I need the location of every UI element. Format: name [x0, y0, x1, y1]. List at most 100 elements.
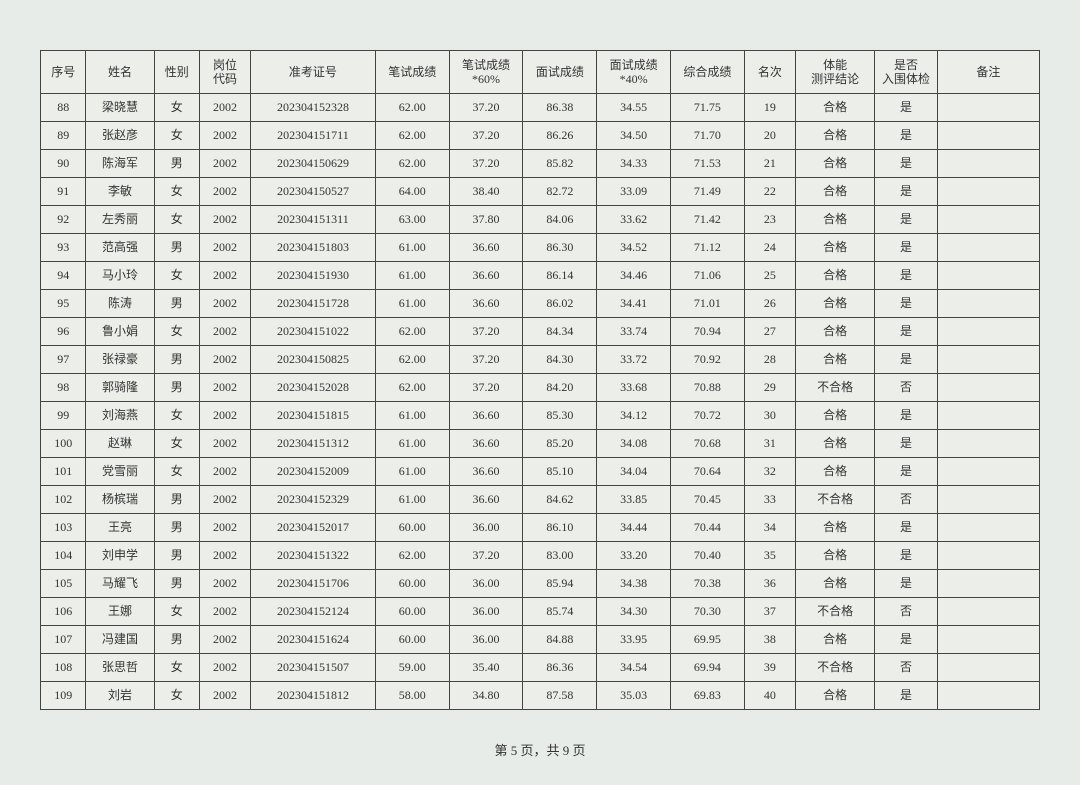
- cell-is: 86.10: [523, 514, 597, 542]
- cell-rank: 40: [744, 682, 795, 710]
- cell-ws: 61.00: [375, 262, 449, 290]
- cell-sex: 女: [154, 654, 199, 682]
- cell-phys: 合格: [795, 94, 874, 122]
- cell-remark: [937, 206, 1039, 234]
- cell-phys: 合格: [795, 682, 874, 710]
- cell-is: 85.30: [523, 402, 597, 430]
- cell-enter: 是: [875, 458, 937, 486]
- cell-exam: 202304151312: [251, 430, 376, 458]
- cell-rank: 32: [744, 458, 795, 486]
- table-row: 104刘申学男200220230415132262.0037.2083.0033…: [41, 542, 1040, 570]
- table-row: 108张思哲女200220230415150759.0035.4086.3634…: [41, 654, 1040, 682]
- cell-seq: 90: [41, 150, 86, 178]
- cell-enter: 是: [875, 542, 937, 570]
- cell-name: 马耀飞: [86, 570, 154, 598]
- cell-tot: 71.42: [671, 206, 745, 234]
- table-row: 107冯建国男200220230415162460.0036.0084.8833…: [41, 626, 1040, 654]
- cell-tot: 70.72: [671, 402, 745, 430]
- cell-ws60: 36.00: [449, 514, 523, 542]
- cell-phys: 合格: [795, 178, 874, 206]
- cell-phys: 合格: [795, 570, 874, 598]
- cell-is40: 34.12: [597, 402, 671, 430]
- cell-rank: 35: [744, 542, 795, 570]
- cell-ws60: 36.60: [449, 402, 523, 430]
- cell-sex: 女: [154, 178, 199, 206]
- table-row: 103王亮男200220230415201760.0036.0086.1034.…: [41, 514, 1040, 542]
- cell-is40: 34.55: [597, 94, 671, 122]
- cell-phys: 合格: [795, 290, 874, 318]
- cell-sex: 男: [154, 150, 199, 178]
- cell-ws60: 37.20: [449, 122, 523, 150]
- cell-sex: 女: [154, 206, 199, 234]
- cell-tot: 70.92: [671, 346, 745, 374]
- cell-remark: [937, 654, 1039, 682]
- cell-enter: 否: [875, 598, 937, 626]
- cell-rank: 20: [744, 122, 795, 150]
- cell-name: 张禄豪: [86, 346, 154, 374]
- cell-ws60: 38.40: [449, 178, 523, 206]
- table-row: 109刘岩女200220230415181258.0034.8087.5835.…: [41, 682, 1040, 710]
- cell-rank: 26: [744, 290, 795, 318]
- table-row: 101党雪丽女200220230415200961.0036.6085.1034…: [41, 458, 1040, 486]
- cell-sex: 男: [154, 374, 199, 402]
- table-row: 102杨槟瑞男200220230415232961.0036.6084.6233…: [41, 486, 1040, 514]
- th-tot: 综合成绩: [671, 51, 745, 94]
- cell-ws60: 37.20: [449, 374, 523, 402]
- cell-name: 王亮: [86, 514, 154, 542]
- cell-ws60: 36.60: [449, 262, 523, 290]
- cell-post: 2002: [199, 374, 250, 402]
- cell-ws: 62.00: [375, 150, 449, 178]
- cell-ws: 59.00: [375, 654, 449, 682]
- cell-exam: 202304151706: [251, 570, 376, 598]
- cell-enter: 是: [875, 122, 937, 150]
- cell-seq: 107: [41, 626, 86, 654]
- cell-sex: 男: [154, 290, 199, 318]
- cell-sex: 女: [154, 458, 199, 486]
- cell-post: 2002: [199, 542, 250, 570]
- cell-post: 2002: [199, 150, 250, 178]
- cell-tot: 70.44: [671, 514, 745, 542]
- cell-name: 范高强: [86, 234, 154, 262]
- table-row: 106王娜女200220230415212460.0036.0085.7434.…: [41, 598, 1040, 626]
- cell-seq: 109: [41, 682, 86, 710]
- cell-phys: 合格: [795, 150, 874, 178]
- cell-name: 陈涛: [86, 290, 154, 318]
- cell-tot: 70.30: [671, 598, 745, 626]
- cell-rank: 22: [744, 178, 795, 206]
- cell-post: 2002: [199, 598, 250, 626]
- table-row: 93范高强男200220230415180361.0036.6086.3034.…: [41, 234, 1040, 262]
- cell-enter: 否: [875, 654, 937, 682]
- cell-tot: 71.49: [671, 178, 745, 206]
- cell-is: 85.74: [523, 598, 597, 626]
- cell-tot: 71.75: [671, 94, 745, 122]
- cell-ws: 63.00: [375, 206, 449, 234]
- table-row: 92左秀丽女200220230415131163.0037.8084.0633.…: [41, 206, 1040, 234]
- cell-rank: 29: [744, 374, 795, 402]
- cell-enter: 否: [875, 374, 937, 402]
- cell-exam: 202304151728: [251, 290, 376, 318]
- cell-is40: 33.09: [597, 178, 671, 206]
- cell-remark: [937, 374, 1039, 402]
- cell-sex: 女: [154, 598, 199, 626]
- cell-exam: 202304151812: [251, 682, 376, 710]
- cell-ws60: 37.80: [449, 206, 523, 234]
- cell-exam: 202304151022: [251, 318, 376, 346]
- cell-is40: 34.41: [597, 290, 671, 318]
- cell-phys: 合格: [795, 514, 874, 542]
- cell-remark: [937, 94, 1039, 122]
- cell-ws60: 37.20: [449, 150, 523, 178]
- cell-is: 85.82: [523, 150, 597, 178]
- th-phys: 体能测评结论: [795, 51, 874, 94]
- table-row: 96鲁小娟女200220230415102262.0037.2084.3433.…: [41, 318, 1040, 346]
- cell-is40: 34.52: [597, 234, 671, 262]
- cell-tot: 71.70: [671, 122, 745, 150]
- cell-tot: 69.94: [671, 654, 745, 682]
- cell-exam: 202304151507: [251, 654, 376, 682]
- cell-phys: 合格: [795, 346, 874, 374]
- cell-rank: 33: [744, 486, 795, 514]
- cell-is40: 35.03: [597, 682, 671, 710]
- cell-post: 2002: [199, 626, 250, 654]
- cell-exam: 202304151711: [251, 122, 376, 150]
- cell-post: 2002: [199, 458, 250, 486]
- cell-tot: 70.38: [671, 570, 745, 598]
